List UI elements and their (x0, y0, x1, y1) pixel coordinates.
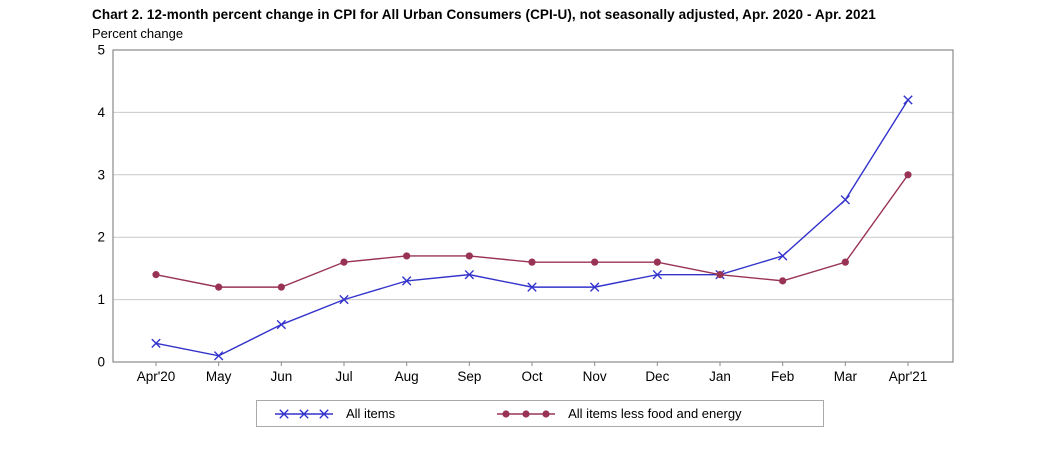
x-tick-label: Feb (771, 369, 794, 384)
series-line-0 (155, 99, 909, 357)
y-tick-label: 2 (97, 230, 105, 245)
circle-marker (716, 271, 724, 279)
x-marker (401, 276, 412, 286)
x-marker (276, 319, 287, 330)
x-tick-label: Dec (645, 369, 669, 384)
y-tick-label: 0 (97, 355, 105, 370)
circle-marker (403, 252, 411, 260)
y-tick-label: 5 (97, 43, 105, 58)
circle-marker (340, 258, 348, 266)
x-marker (279, 408, 289, 419)
x-tick-label: Jan (709, 369, 731, 384)
legend-label-core: All items less food and energy (568, 406, 742, 421)
x-marker (777, 251, 788, 261)
x-marker (903, 95, 913, 105)
x-tick-label: Oct (521, 369, 542, 384)
x-marker (840, 195, 851, 205)
core-line-sample-icon (497, 409, 556, 418)
legend-item-core: All items less food and energy (495, 406, 742, 421)
x-marker (151, 338, 161, 348)
x-tick-label: Nov (583, 369, 607, 384)
legend-item-all-items: All items (273, 406, 395, 421)
circle-marker (779, 277, 787, 285)
circle-marker (465, 252, 473, 260)
circle-marker (528, 258, 536, 266)
x-tick-label: Apr'21 (889, 369, 928, 384)
x-tick-label: Aug (395, 369, 419, 384)
circle-marker (542, 409, 550, 418)
x-marker (527, 282, 537, 292)
chart-title: Chart 2. 12-month percent change in CPI … (92, 7, 876, 22)
circle-marker (152, 271, 160, 279)
all-items-line-sample-icon (275, 408, 333, 419)
circle-marker (904, 171, 912, 179)
x-marker (589, 282, 600, 292)
x-marker (464, 269, 475, 280)
legend-label-all-items: All items (346, 406, 396, 421)
x-marker (213, 351, 224, 361)
x-marker (319, 408, 329, 419)
x-marker (299, 408, 309, 419)
y-tick-label: 1 (97, 292, 105, 307)
x-tick-label: Apr'20 (137, 369, 176, 384)
y-axis-unit-label: Percent change (92, 26, 184, 41)
x-tick-label: May (206, 369, 232, 384)
x-tick-label: Jul (335, 369, 352, 384)
x-tick-label: Mar (834, 369, 858, 384)
circle-marker (591, 258, 599, 266)
circle-marker (502, 409, 510, 418)
y-tick-label: 4 (97, 105, 105, 120)
plot-svg: 0 1 2 3 4 5 Apr'20 May Jun Jul Aug Sep Oct Nov Dec Jan F… (97, 43, 954, 384)
circle-marker (215, 283, 223, 291)
circle-marker (653, 258, 661, 266)
circle-marker (522, 409, 530, 418)
series-line-1 (155, 174, 909, 288)
plot-frame (112, 49, 954, 363)
circle-marker (841, 258, 849, 266)
legend: All items All items less food and energy (256, 400, 824, 427)
x-tick-label: Sep (457, 369, 481, 384)
y-tick-label: 3 (97, 167, 105, 182)
circle-marker (277, 283, 285, 291)
x-marker (339, 294, 349, 305)
x-marker (652, 269, 663, 280)
x-tick-label: Jun (270, 369, 292, 384)
